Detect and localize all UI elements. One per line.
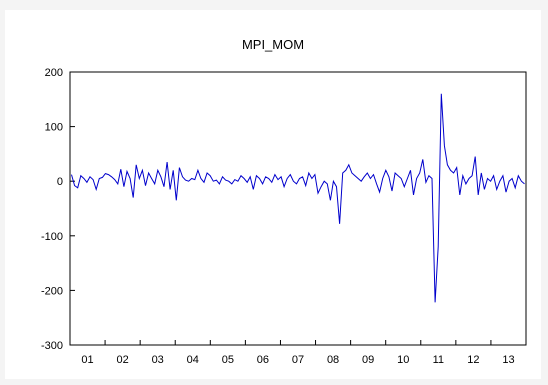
x-tick-label: 05 [222, 354, 234, 366]
x-tick-label: 09 [362, 354, 374, 366]
x-tick-label: 08 [327, 354, 339, 366]
x-tick-label: 11 [433, 354, 444, 366]
x-tick-label: 03 [152, 354, 164, 366]
plot-frame [69, 71, 527, 346]
x-tick-label: 10 [397, 354, 409, 366]
x-tick-label: 07 [292, 354, 304, 366]
y-tick-label: -200 [41, 285, 63, 297]
x-tick-label: 06 [257, 354, 269, 366]
plot-area: 200 100 0 -100 -200 -300 01 02 03 04 05 06 07 08 09 10 1… [41, 67, 527, 366]
y-tick-label: 200 [45, 67, 63, 79]
chart-panel: MPI_MOM 200 100 0 -100 -200 -300 01 02 03 04 05 06 0… [5, 10, 541, 379]
x-tick-label: 13 [502, 354, 514, 366]
series-line [71, 93, 525, 303]
y-tick-label: -100 [41, 231, 63, 243]
x-tick-label: 01 [81, 354, 93, 366]
chart-title: MPI_MOM [241, 37, 305, 52]
y-tick-label: 0 [57, 176, 63, 188]
x-tick-label: 04 [187, 354, 199, 366]
x-tick-label: 02 [116, 354, 128, 366]
y-tick-label: 100 [45, 122, 63, 134]
y-tick-label: -300 [41, 340, 63, 352]
x-tick-label: 12 [467, 354, 479, 366]
